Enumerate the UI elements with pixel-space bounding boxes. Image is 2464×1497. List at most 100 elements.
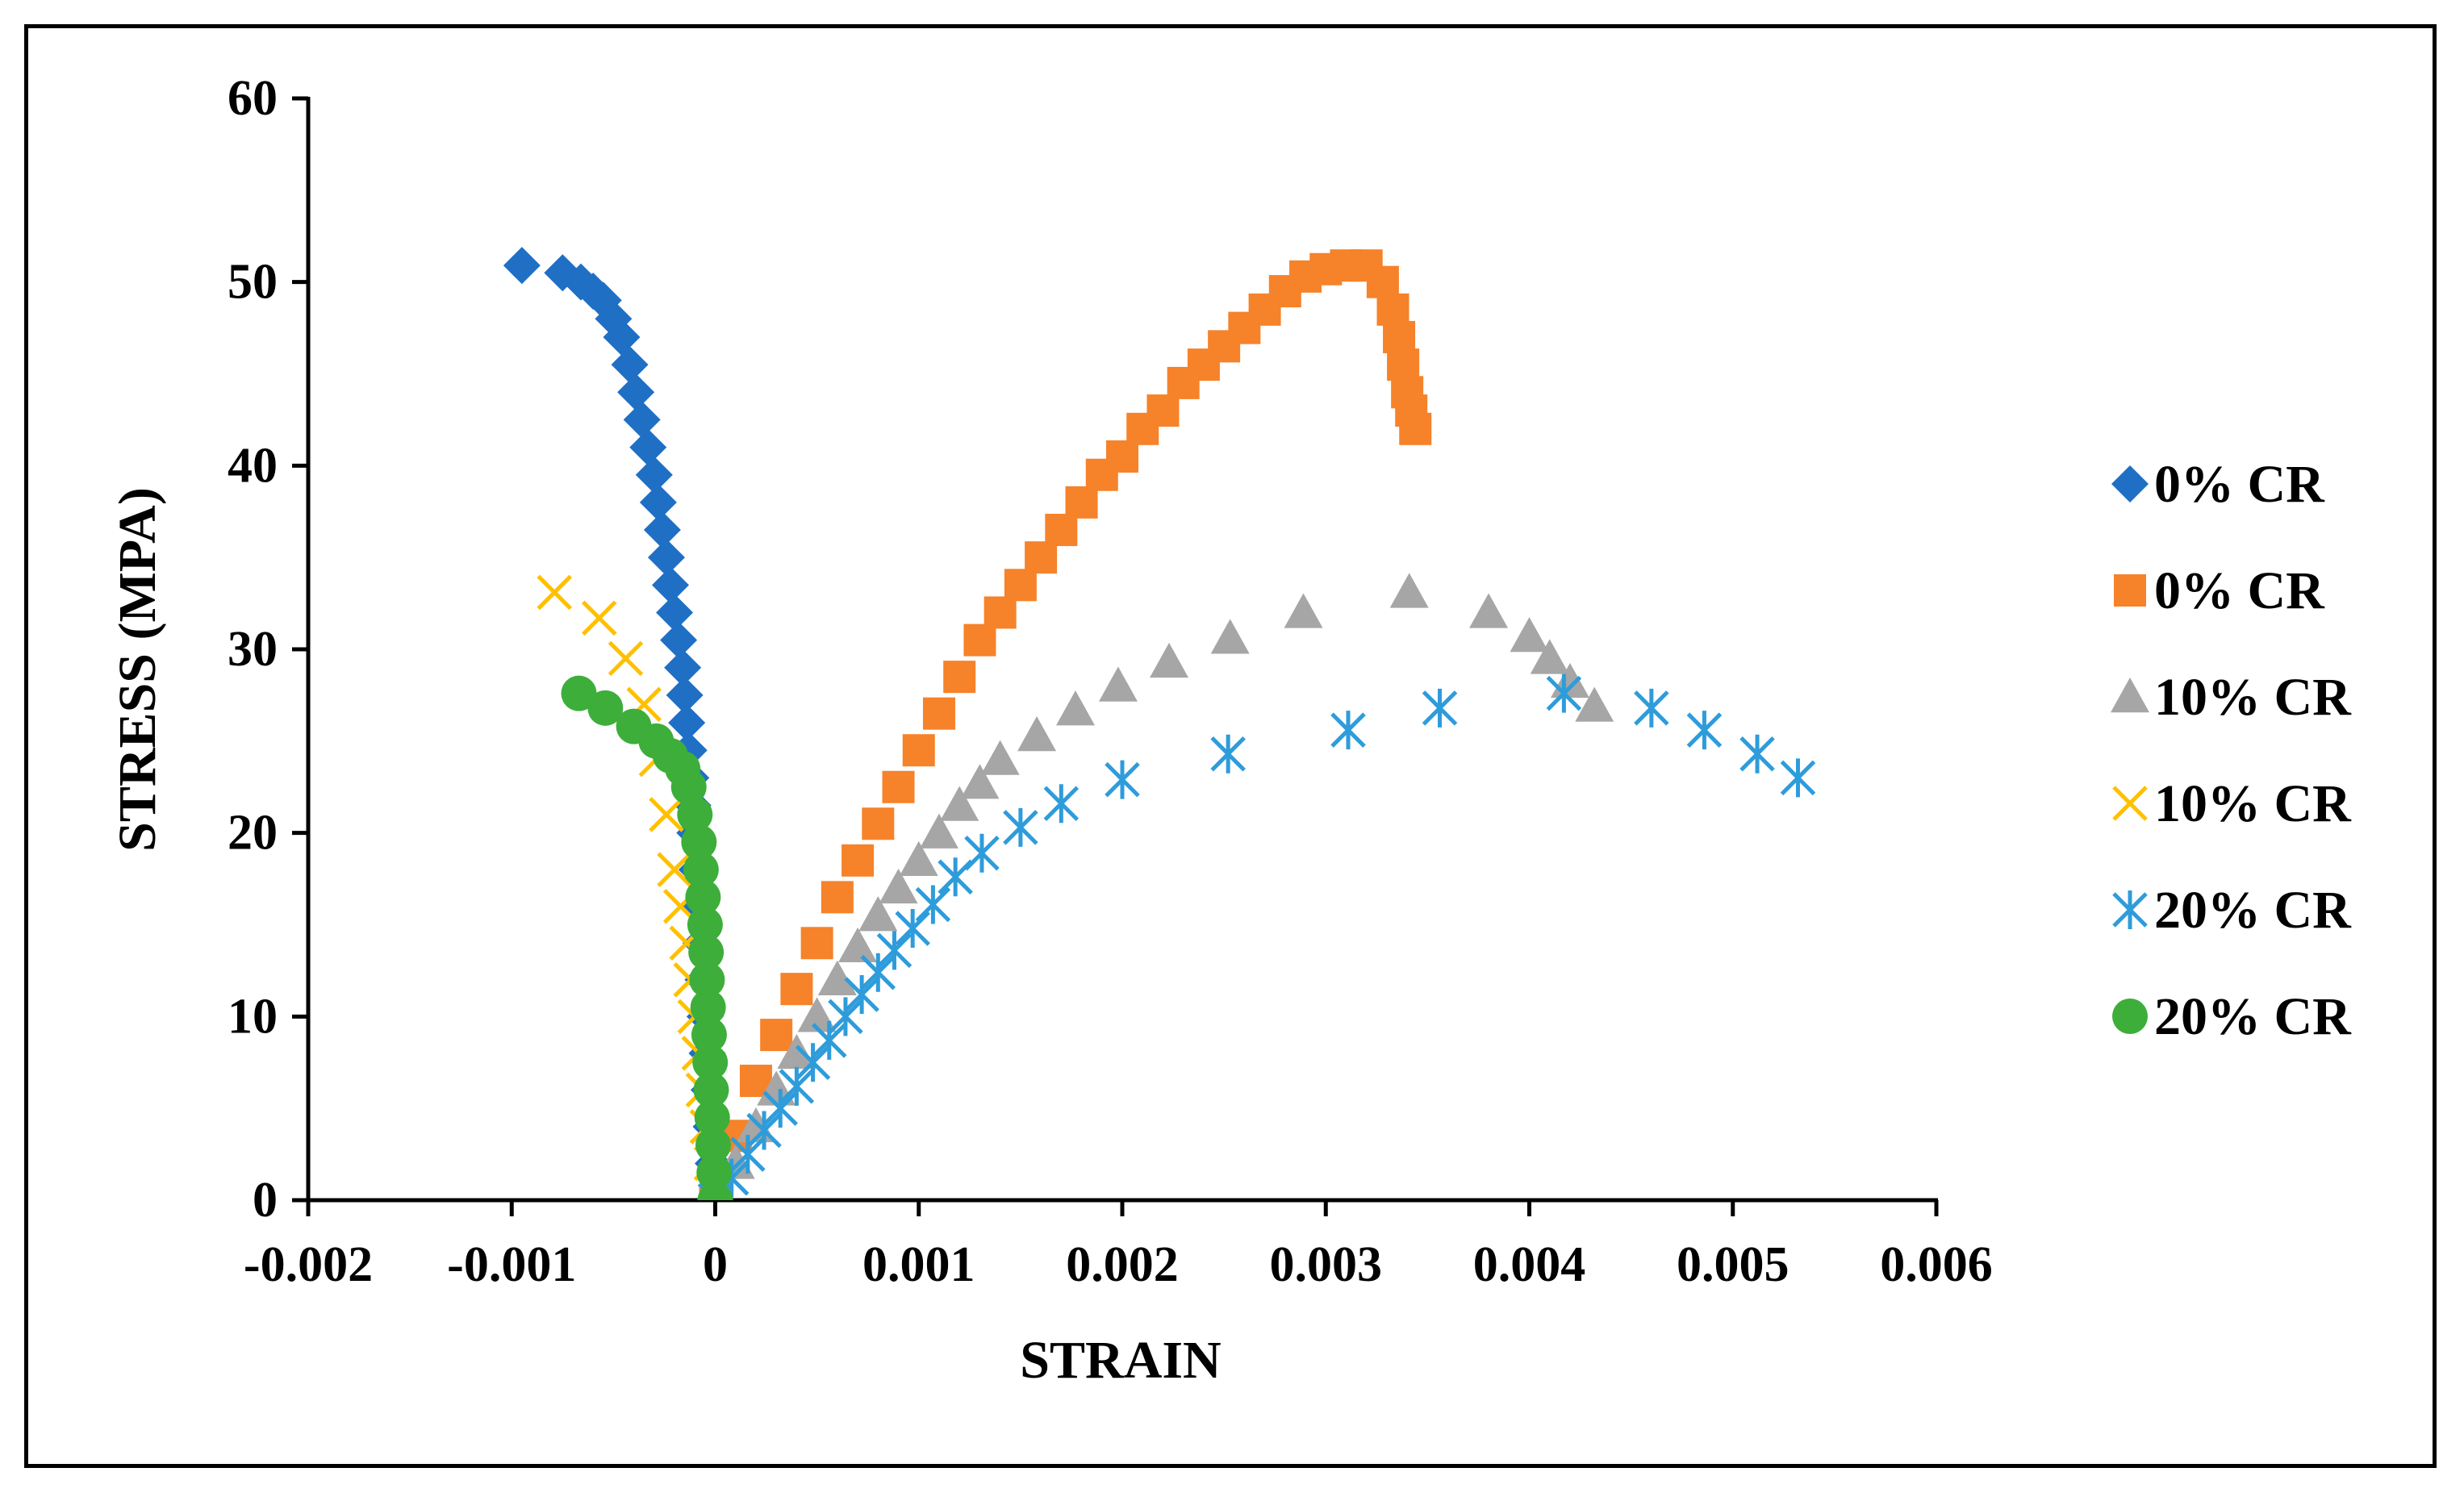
data-point bbox=[760, 1019, 793, 1052]
x-tick-label: 0.005 bbox=[1677, 1237, 1790, 1292]
data-point bbox=[842, 844, 875, 877]
x-tick-label: -0.001 bbox=[447, 1237, 576, 1292]
data-point bbox=[581, 600, 617, 636]
data-point bbox=[666, 676, 704, 714]
data-point bbox=[677, 796, 713, 832]
data-point bbox=[876, 931, 913, 970]
data-point bbox=[687, 907, 723, 943]
x-tick-label: 0.002 bbox=[1066, 1237, 1179, 1292]
data-point bbox=[688, 934, 725, 970]
data-point bbox=[689, 961, 725, 998]
chart-frame bbox=[24, 24, 2437, 1468]
x-tick-label: -0.002 bbox=[244, 1237, 373, 1292]
data-point bbox=[746, 1111, 782, 1150]
data-point bbox=[503, 247, 541, 285]
data-point bbox=[943, 661, 976, 694]
data-point bbox=[657, 852, 692, 887]
data-point bbox=[779, 1066, 815, 1106]
data-point bbox=[1387, 348, 1420, 382]
data-point bbox=[635, 456, 673, 494]
legend-marker bbox=[2112, 786, 2148, 821]
legend-label: 0% CR bbox=[2154, 561, 2325, 620]
x-tick-label: 0.004 bbox=[1473, 1237, 1586, 1292]
data-point bbox=[1546, 673, 1582, 713]
data-point bbox=[1530, 639, 1569, 674]
data-point bbox=[1025, 541, 1058, 574]
data-point bbox=[1045, 514, 1078, 547]
data-point bbox=[964, 833, 1000, 873]
data-point bbox=[1210, 734, 1246, 774]
data-point bbox=[664, 648, 702, 686]
data-point bbox=[1105, 760, 1140, 799]
data-point bbox=[1686, 711, 1723, 750]
y-tick-label: 40 bbox=[228, 438, 278, 493]
data-point bbox=[922, 697, 955, 730]
y-tick-label: 60 bbox=[228, 71, 278, 126]
data-point bbox=[1634, 688, 1669, 728]
legend-item-6: 20% CR bbox=[2112, 987, 2352, 1046]
data-point bbox=[617, 373, 655, 411]
axes: 0 10 20 30 40 50 60 -0.002 -0.001 0 0.001 0.002 0.00… bbox=[228, 71, 1993, 1292]
legend-label: 0% CR bbox=[2154, 455, 2325, 514]
data-point bbox=[980, 740, 1020, 775]
data-point bbox=[1065, 486, 1098, 519]
data-point bbox=[643, 511, 681, 549]
data-point bbox=[895, 909, 930, 949]
data-point bbox=[777, 1033, 816, 1070]
data-point bbox=[693, 1072, 729, 1108]
data-point bbox=[963, 623, 996, 657]
data-point bbox=[844, 975, 879, 1015]
data-point bbox=[652, 566, 690, 604]
data-point bbox=[730, 1135, 766, 1174]
legend-label: 10% CR bbox=[2154, 774, 2352, 833]
data-point bbox=[795, 1043, 831, 1082]
data-point bbox=[1389, 573, 1429, 608]
x-tick-label: 0.001 bbox=[862, 1237, 975, 1292]
data-point bbox=[1150, 642, 1189, 678]
data-point bbox=[821, 881, 854, 914]
data-point bbox=[780, 973, 813, 1006]
data-point bbox=[938, 857, 973, 897]
data-point bbox=[817, 960, 857, 995]
legend-label: 20% CR bbox=[2154, 881, 2352, 940]
data-point bbox=[647, 539, 685, 577]
data-point bbox=[608, 640, 644, 677]
data-point bbox=[695, 1127, 731, 1163]
series-3 bbox=[704, 573, 1614, 1200]
data-point bbox=[656, 594, 694, 632]
series-layer bbox=[503, 247, 1816, 1200]
data-point bbox=[696, 1154, 733, 1191]
data-point bbox=[1383, 320, 1416, 353]
data-point bbox=[1098, 666, 1138, 702]
data-point bbox=[639, 483, 677, 521]
legend-marker bbox=[2111, 465, 2149, 502]
data-point bbox=[668, 704, 706, 742]
legend-item-4: 10% CR bbox=[2112, 774, 2352, 833]
data-point bbox=[649, 797, 684, 832]
data-point bbox=[1399, 412, 1432, 445]
data-point bbox=[537, 574, 572, 611]
legend-label: 10% CR bbox=[2154, 668, 2352, 727]
data-point bbox=[1739, 734, 1775, 774]
data-point bbox=[683, 852, 719, 888]
data-point bbox=[762, 1089, 798, 1128]
data-point bbox=[660, 621, 698, 659]
data-point bbox=[879, 868, 918, 904]
data-point bbox=[1284, 593, 1323, 628]
legend-marker bbox=[2111, 678, 2149, 713]
data-point bbox=[692, 1045, 729, 1081]
data-point bbox=[544, 254, 582, 292]
y-tick-label: 50 bbox=[228, 255, 278, 310]
data-point bbox=[1043, 784, 1080, 824]
data-point bbox=[629, 428, 667, 466]
legend-marker bbox=[2112, 999, 2148, 1034]
legend-item-3: 10% CR bbox=[2111, 668, 2352, 727]
data-point bbox=[616, 708, 652, 744]
data-point bbox=[611, 346, 649, 384]
data-point bbox=[1510, 617, 1549, 653]
data-point bbox=[797, 997, 837, 1032]
data-point bbox=[1004, 569, 1037, 602]
x-axis-title: STRAIN bbox=[1020, 1331, 1221, 1390]
data-point bbox=[1146, 394, 1180, 427]
data-point bbox=[860, 953, 896, 992]
